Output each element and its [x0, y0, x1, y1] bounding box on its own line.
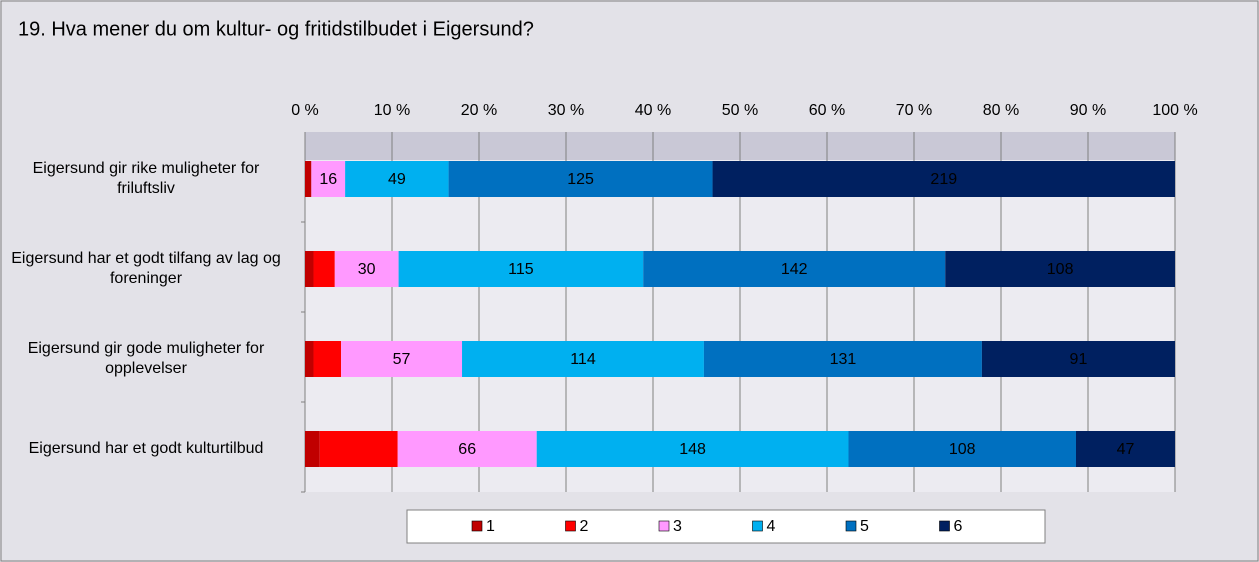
- x-tick-label: 10 %: [374, 102, 410, 119]
- legend-swatch: [845, 520, 857, 532]
- legend-label: 6: [954, 518, 963, 535]
- y-tick-label: Eigersund gir rike muligheter for friluf…: [32, 160, 260, 197]
- bar-segment: [341, 341, 463, 377]
- x-tick-label: 20 %: [461, 102, 497, 119]
- data-label: 114: [570, 351, 596, 368]
- bar-segment: [448, 161, 713, 197]
- bar-segment: [334, 251, 399, 287]
- legend-swatch: [471, 520, 483, 532]
- bar-segment: [981, 341, 1175, 377]
- legend-box: [406, 509, 1046, 544]
- y-tick-label: Eigersund gir gode muligheter for opplev…: [27, 340, 265, 377]
- x-tick-label: 80 %: [983, 102, 1019, 119]
- legend-label: 5: [860, 518, 869, 535]
- bar-segment: [311, 161, 346, 197]
- bar-segment: [397, 431, 537, 467]
- legend-swatch: [939, 520, 950, 532]
- bar-segment: [305, 251, 314, 287]
- data-label: 108: [1047, 261, 1074, 278]
- bar-segment: [643, 251, 946, 287]
- bar-segment: [345, 161, 449, 197]
- x-tick-label: 30 %: [548, 102, 584, 119]
- bar-segment: [1075, 431, 1175, 467]
- bar-segment: [313, 251, 335, 287]
- y-tick-label: Eigersund har et godt tilfang av lag og …: [11, 250, 281, 287]
- data-label: 148: [679, 441, 706, 458]
- legend-label: 2: [580, 518, 589, 535]
- data-label: 49: [388, 171, 406, 188]
- x-tick-label: 0 %: [291, 102, 319, 119]
- bar-segment: [945, 251, 1175, 287]
- data-label: 16: [319, 171, 337, 188]
- data-label: 108: [949, 441, 976, 458]
- data-label: 219: [930, 171, 957, 188]
- x-tick-label: 100 %: [1152, 102, 1197, 119]
- legend-swatch: [752, 520, 763, 532]
- data-label: 115: [508, 261, 534, 278]
- data-label: 66: [458, 441, 476, 458]
- bar-segment: [398, 251, 644, 287]
- data-label: 30: [358, 261, 376, 278]
- legend-swatch: [565, 520, 576, 532]
- data-label: 91: [1070, 351, 1088, 368]
- x-tick-label: 60 %: [809, 102, 845, 119]
- x-tick-label: 90 %: [1070, 102, 1106, 119]
- bar-segment: [319, 431, 398, 467]
- legend-label: 4: [767, 518, 776, 535]
- bar-segment: [712, 161, 1175, 197]
- y-tick-label: Eigersund har et godt kulturtilbud: [28, 440, 264, 457]
- bar-segment: [703, 341, 982, 377]
- x-tick-label: 40 %: [635, 102, 671, 119]
- bar-segment: [305, 341, 314, 377]
- chart-title: 19. Hva mener du om kultur- og fritidsti…: [18, 18, 534, 40]
- data-label: 142: [781, 261, 808, 278]
- data-label: 125: [567, 171, 594, 188]
- bar-segment: [305, 431, 320, 467]
- legend-label: 1: [486, 518, 495, 535]
- legend-swatch: [658, 520, 670, 532]
- data-label: 57: [393, 351, 411, 368]
- x-tick-label: 50 %: [722, 102, 758, 119]
- data-label: 131: [830, 351, 857, 368]
- bar-segment: [536, 431, 849, 467]
- data-label: 47: [1117, 441, 1135, 458]
- bar-segment: [305, 161, 312, 197]
- legend-label: 3: [673, 518, 682, 535]
- bar-segment: [462, 341, 704, 377]
- bar-segment: [848, 431, 1076, 467]
- bar-segment: [313, 341, 342, 377]
- x-tick-label: 70 %: [896, 102, 932, 119]
